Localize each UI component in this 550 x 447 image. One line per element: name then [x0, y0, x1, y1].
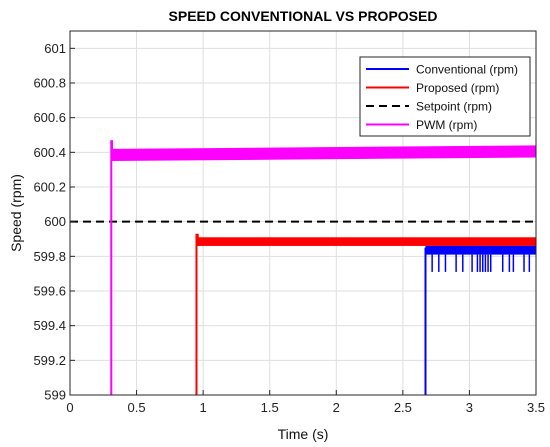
- y-tick-label: 599.8: [33, 249, 66, 264]
- legend: Conventional (rpm) Proposed (rpm) Setpoint…: [359, 56, 531, 137]
- x-tick-label: 3.5: [527, 400, 545, 415]
- y-tick-label: 600: [44, 214, 66, 229]
- x-tick-label: 0.5: [128, 400, 146, 415]
- legend-label: Conventional (rpm): [416, 63, 518, 77]
- series-lines: [70, 140, 536, 395]
- series-proposed-band: [196, 237, 536, 246]
- axis-ticks: 0 0.5 1 1.5 2 2.5 3 3.5 599 599.2 599.4 599.6 599.8 6…: [33, 41, 545, 415]
- series-conventional-band: [425, 245, 536, 255]
- x-tick-label: 1.5: [261, 400, 279, 415]
- legend-box: [359, 56, 531, 137]
- x-tick-label: 2: [333, 400, 340, 415]
- y-tick-label: 599.6: [33, 284, 66, 299]
- y-tick-label: 599: [44, 388, 66, 403]
- x-axis-label: Time (s): [278, 426, 329, 442]
- chart-title: SPEED CONVENTIONAL VS PROPOSED: [169, 8, 438, 24]
- y-tick-label: 600.6: [33, 110, 66, 125]
- legend-label: Proposed (rpm): [416, 81, 499, 95]
- y-tick-label: 601: [44, 41, 66, 56]
- y-tick-label: 600.8: [33, 76, 66, 91]
- legend-label: PWM (rpm): [416, 118, 477, 132]
- y-tick-label: 600.2: [33, 180, 66, 195]
- x-tick-label: 1: [200, 400, 207, 415]
- legend-label: Setpoint (rpm): [416, 100, 492, 114]
- series-pwm-band: [111, 145, 536, 161]
- y-tick-label: 599.4: [33, 318, 66, 333]
- y-axis-label: Speed (rpm): [8, 174, 24, 252]
- x-tick-label: 0: [66, 400, 73, 415]
- y-tick-label: 599.2: [33, 353, 66, 368]
- x-tick-label: 3: [466, 400, 473, 415]
- x-tick-label: 2.5: [394, 400, 412, 415]
- plot-frame: [69, 30, 537, 396]
- y-tick-label: 600.4: [33, 145, 66, 160]
